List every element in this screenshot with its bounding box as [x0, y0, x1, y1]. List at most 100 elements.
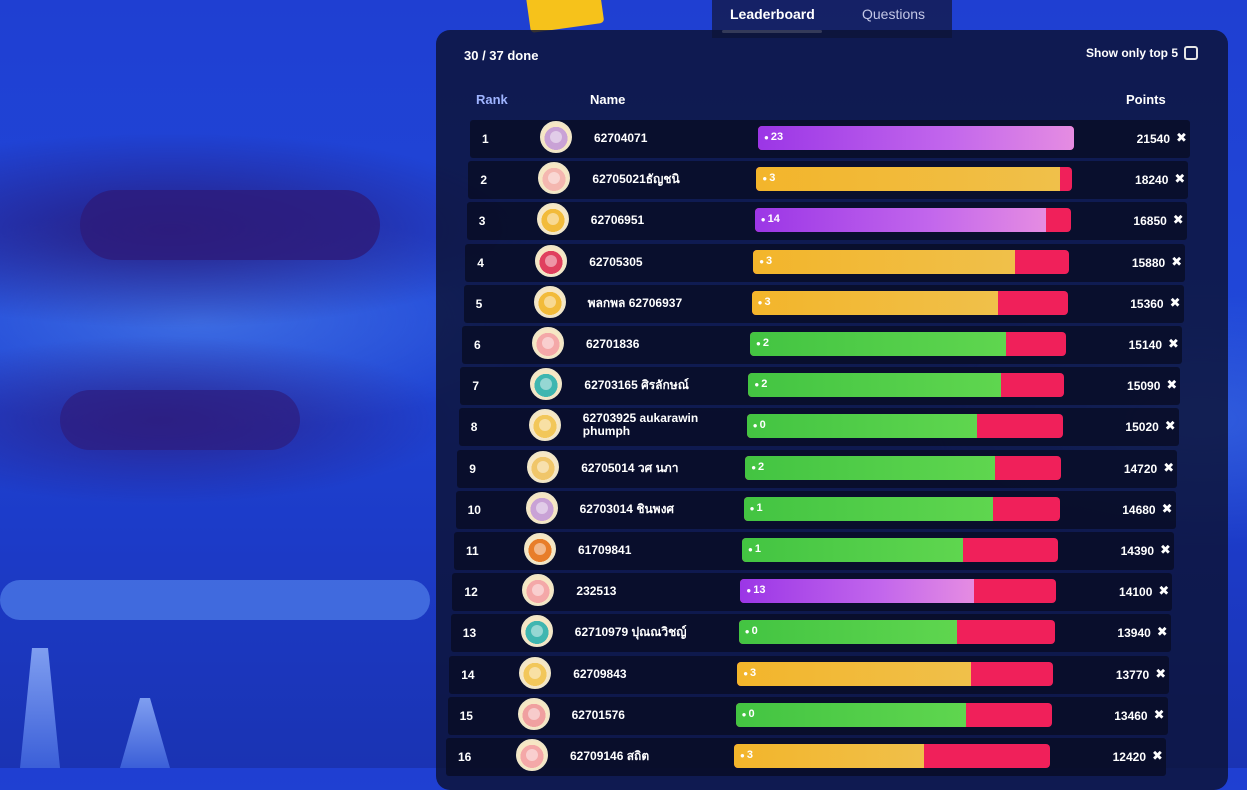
- rank-number: 12: [464, 585, 478, 600]
- drop-icon: ●: [759, 256, 765, 266]
- points-value: 14680: [1122, 502, 1156, 517]
- drop-icon: ●: [756, 339, 761, 348]
- close-icon[interactable]: ✖: [1172, 212, 1184, 228]
- close-icon[interactable]: ✖: [1155, 665, 1167, 681]
- avatar: [516, 739, 548, 771]
- close-icon[interactable]: ✖: [1166, 377, 1178, 393]
- streak-value: 3: [769, 172, 776, 185]
- player-name: 62705305: [589, 254, 643, 269]
- streak-count: ● 3: [740, 749, 753, 761]
- player-name: 62709146 สถิต: [570, 749, 650, 763]
- player-name: 62705014 วศ นภา: [581, 460, 679, 475]
- drop-icon: ●: [752, 421, 758, 431]
- streak-count: ● 0: [753, 419, 766, 431]
- streak-value: 2: [761, 378, 768, 391]
- close-icon[interactable]: ✖: [1168, 336, 1179, 351]
- top5-toggle[interactable]: Show only top 5: [1086, 46, 1198, 60]
- player-name: 62703925 aukarawin phumph: [582, 411, 699, 439]
- player-name: 62703165 ศิรลักษณ์: [584, 378, 689, 393]
- streak-count: ● 2: [751, 461, 764, 473]
- streak-count: ● 2: [754, 378, 767, 390]
- score-bar-fill: [742, 538, 964, 562]
- player-name: 62705021ธัญชนิ: [592, 172, 680, 187]
- streak-value: 3: [746, 749, 753, 761]
- close-icon[interactable]: ✖: [1153, 706, 1165, 722]
- leaderboard-row: 3 62706951 ● 14 16850 ✖: [466, 202, 1187, 241]
- close-icon[interactable]: ✖: [1160, 542, 1171, 557]
- points-value: 15360: [1130, 296, 1164, 311]
- tab-questions[interactable]: Questions: [862, 6, 926, 22]
- streak-value: 3: [766, 254, 773, 267]
- streak-count: ● 14: [761, 213, 780, 225]
- drop-icon: ●: [760, 215, 766, 225]
- score-bar-fill: [748, 373, 1002, 398]
- score-bar-fill: [745, 455, 995, 480]
- rank-number: 3: [478, 214, 486, 229]
- player-name: 62704071: [594, 131, 648, 145]
- rank-number: 14: [461, 667, 475, 682]
- score-bar-fill: [735, 702, 967, 727]
- avatar: [525, 491, 558, 524]
- streak-value: 13: [753, 584, 766, 597]
- score-bar-fill: [758, 126, 1074, 150]
- close-icon[interactable]: ✖: [1164, 418, 1176, 434]
- close-icon[interactable]: ✖: [1156, 624, 1168, 640]
- streak-value: 23: [770, 131, 784, 143]
- avatar: [528, 409, 561, 442]
- score-bar: ● 0: [735, 702, 1052, 727]
- cloud-shape: [80, 190, 380, 260]
- close-icon[interactable]: ✖: [1171, 253, 1183, 269]
- score-bar: ● 23: [758, 126, 1074, 150]
- avatar: [540, 121, 572, 153]
- close-icon[interactable]: ✖: [1169, 294, 1181, 310]
- leaderboard-row: 7 62703165 ศิรลักษณ์ ● 2 15090 ✖: [460, 367, 1181, 406]
- points-value: 21540: [1136, 132, 1170, 146]
- leaderboard-row: 4 62705305 ● 3 15880 ✖: [465, 243, 1186, 282]
- tower-decor: [120, 698, 170, 768]
- points-value: 18240: [1135, 173, 1169, 188]
- streak-count: ● 1: [750, 502, 763, 514]
- checkbox-icon[interactable]: [1184, 46, 1198, 60]
- avatar: [522, 574, 555, 607]
- rank-number: 1: [482, 132, 489, 146]
- avatar: [519, 656, 552, 689]
- streak-value: 0: [751, 625, 758, 638]
- close-icon[interactable]: ✖: [1158, 583, 1170, 599]
- close-icon[interactable]: ✖: [1152, 748, 1163, 763]
- score-bar: ● 13: [740, 579, 1057, 604]
- points-value: 13940: [1117, 626, 1151, 641]
- points-value: 12420: [1112, 750, 1146, 764]
- leaderboard-row: 15 62701576 ● 0 13460 ✖: [447, 696, 1168, 735]
- drop-icon: ●: [749, 503, 755, 513]
- avatar: [520, 615, 553, 648]
- points-value: 15880: [1131, 255, 1166, 270]
- leaderboard-row: 16 62709146 สถิต ● 3 12420 ✖: [446, 738, 1166, 776]
- tab-leaderboard[interactable]: Leaderboard: [730, 6, 815, 22]
- score-bar: ● 1: [742, 538, 1058, 562]
- close-icon[interactable]: ✖: [1161, 500, 1173, 516]
- column-header-points: Points: [1126, 92, 1166, 107]
- rank-number: 7: [472, 379, 480, 394]
- streak-count: ● 3: [759, 255, 772, 267]
- close-icon[interactable]: ✖: [1174, 171, 1186, 187]
- leaderboard-row: 5 พลกพล 62706937 ● 3 15360 ✖: [463, 284, 1184, 323]
- close-icon[interactable]: ✖: [1176, 130, 1187, 145]
- leaderboard-panel: 30 / 37 done Show only top 5 Rank Name P…: [436, 30, 1228, 790]
- rank-number: 11: [466, 544, 479, 558]
- cloud-shape: [60, 390, 300, 450]
- close-icon[interactable]: ✖: [1163, 459, 1175, 475]
- player-name: 62701576: [571, 707, 625, 722]
- drop-icon: ●: [754, 380, 760, 390]
- score-bar: ● 2: [745, 455, 1062, 480]
- score-bar-fill: [746, 414, 978, 439]
- drop-icon: ●: [744, 627, 750, 637]
- drop-icon: ●: [764, 133, 769, 142]
- player-name: 61709841: [578, 543, 632, 557]
- rank-number: 16: [458, 750, 472, 764]
- leaderboard-row: 14 62709843 ● 3 13770 ✖: [449, 655, 1170, 694]
- score-bar: ● 14: [754, 208, 1071, 233]
- points-value: 13460: [1114, 708, 1148, 723]
- streak-value: 1: [756, 501, 763, 514]
- score-bar-fill: [737, 661, 972, 686]
- points-value: 15140: [1128, 338, 1162, 352]
